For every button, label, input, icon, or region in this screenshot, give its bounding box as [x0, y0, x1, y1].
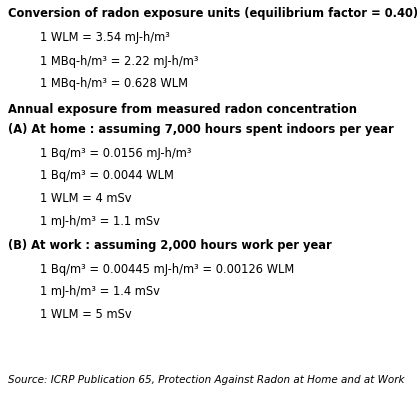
Text: 1 WLM = 5 mSv: 1 WLM = 5 mSv	[40, 308, 132, 322]
Text: 1 MBq-h/m³ = 2.22 mJ-h/m³: 1 MBq-h/m³ = 2.22 mJ-h/m³	[40, 55, 198, 68]
Text: (A) At home : assuming 7,000 hours spent indoors per year: (A) At home : assuming 7,000 hours spent…	[8, 123, 394, 137]
Text: 1 mJ-h/m³ = 1.4 mSv: 1 mJ-h/m³ = 1.4 mSv	[40, 285, 160, 298]
Text: Source: ICRP Publication 65, Protection Against Radon at Home and at Work: Source: ICRP Publication 65, Protection …	[8, 375, 404, 385]
Text: Conversion of radon exposure units (equilibrium factor = 0.40): Conversion of radon exposure units (equi…	[8, 6, 417, 20]
Text: 1 Bq/m³ = 0.0044 WLM: 1 Bq/m³ = 0.0044 WLM	[40, 170, 174, 183]
Text: 1 WLM = 3.54 mJ-h/m³: 1 WLM = 3.54 mJ-h/m³	[40, 31, 170, 45]
Text: 1 WLM = 4 mSv: 1 WLM = 4 mSv	[40, 193, 131, 205]
Text: Annual exposure from measured radon concentration: Annual exposure from measured radon conc…	[8, 103, 357, 117]
Text: 1 mJ-h/m³ = 1.1 mSv: 1 mJ-h/m³ = 1.1 mSv	[40, 215, 160, 228]
Text: 1 Bq/m³ = 0.00445 mJ-h/m³ = 0.00126 WLM: 1 Bq/m³ = 0.00445 mJ-h/m³ = 0.00126 WLM	[40, 263, 294, 275]
Text: 1 Bq/m³ = 0.0156 mJ-h/m³: 1 Bq/m³ = 0.0156 mJ-h/m³	[40, 146, 191, 160]
Text: 1 MBq-h/m³ = 0.628 WLM: 1 MBq-h/m³ = 0.628 WLM	[40, 78, 188, 90]
Text: (B) At work : assuming 2,000 hours work per year: (B) At work : assuming 2,000 hours work …	[8, 240, 332, 252]
